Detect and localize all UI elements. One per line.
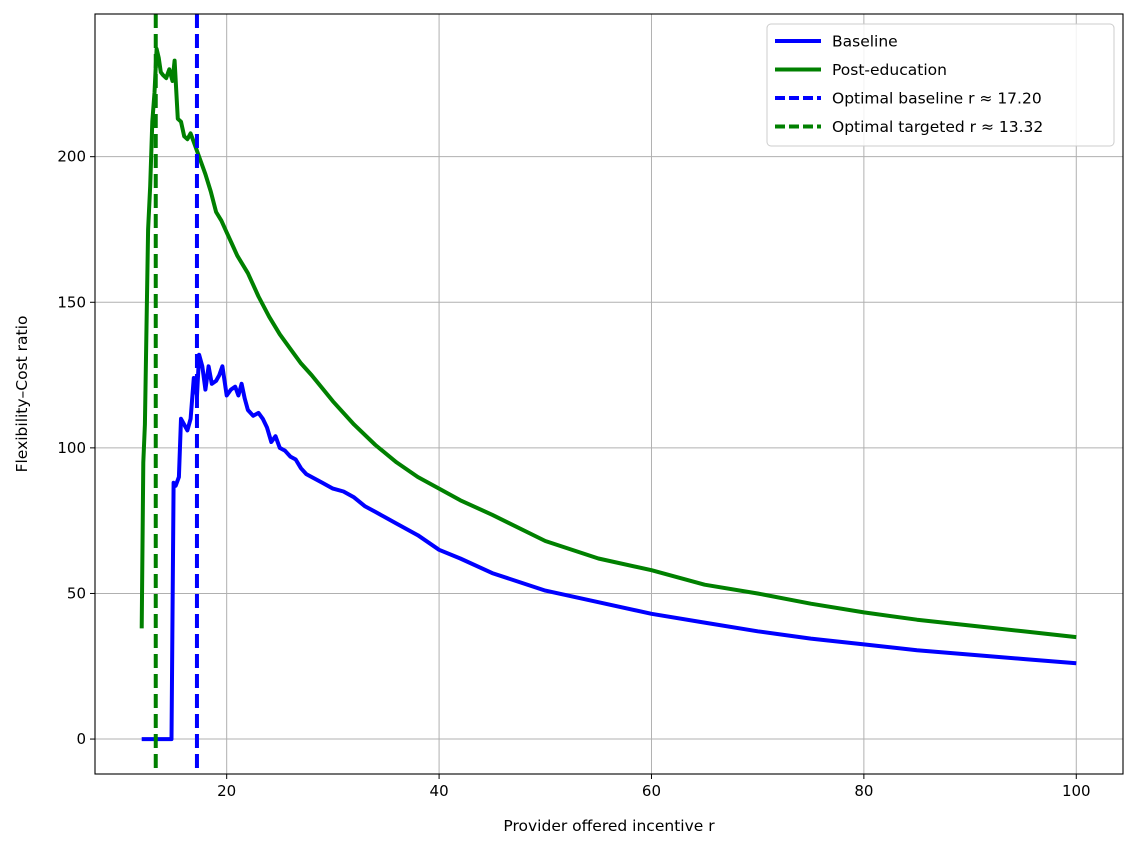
x-tick-label: 40 <box>430 782 449 800</box>
x-tick-label: 60 <box>642 782 661 800</box>
plot-area <box>139 14 1077 774</box>
y-tick-label: 100 <box>57 439 86 457</box>
y-tick-label: 50 <box>67 584 86 602</box>
series-line-0 <box>141 352 1077 742</box>
grid <box>95 14 1123 774</box>
plot-frame <box>94 13 1124 775</box>
y-tick-label: 200 <box>57 148 86 166</box>
legend: Baseline Post-education Optimal baseline r… <box>766 23 1115 147</box>
series-line-1 <box>139 46 1077 640</box>
y-tick-label: 0 <box>76 730 86 748</box>
x-tick-label: 100 <box>1062 782 1091 800</box>
x-axis-label: Provider offered incentive r <box>503 817 715 835</box>
x-tick-label: 80 <box>854 782 873 800</box>
ticks: 20 40 60 80 100 0 50 100 150 200 <box>57 148 1090 800</box>
legend-label-0: Baseline <box>832 33 898 51</box>
y-axis-label: Flexibility–Cost ratio <box>13 316 31 473</box>
x-tick-label: 20 <box>217 782 236 800</box>
legend-label-3: Optimal targeted r ≈ 13.32 <box>832 118 1043 136</box>
y-tick-label: 150 <box>57 293 86 311</box>
legend-box <box>766 23 1115 147</box>
legend-label-2: Optimal baseline r ≈ 17.20 <box>832 90 1042 108</box>
legend-label-1: Post-education <box>832 61 947 79</box>
